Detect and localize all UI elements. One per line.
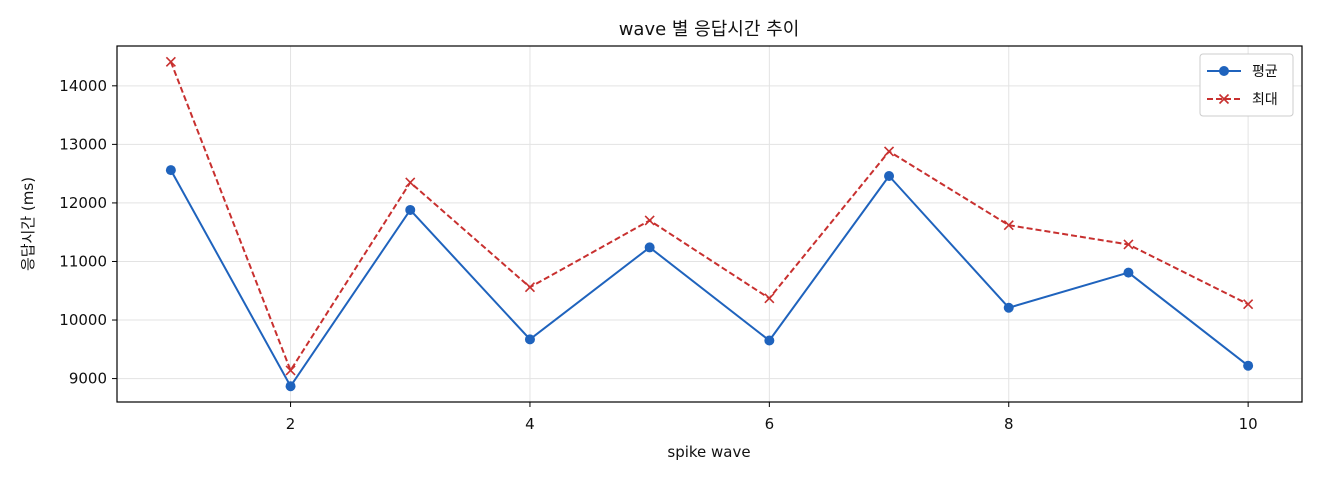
data-point-2: [644, 215, 655, 226]
data-point-2: [1003, 220, 1014, 231]
y-axis: 9000 10000 11000 12000 13000 14000: [59, 77, 117, 388]
data-point-1: [524, 334, 535, 345]
x-marker-stroke: [165, 56, 176, 67]
y-tick-label: 9000: [69, 370, 107, 388]
x-marker-stroke: [524, 282, 536, 293]
data-point-1: [764, 335, 775, 346]
data-point-2: [285, 365, 296, 376]
x-marker-stroke: [285, 365, 296, 376]
data-point-1: [1123, 267, 1134, 278]
y-tick-label: 10000: [59, 311, 107, 329]
legend-box: [1199, 53, 1294, 117]
x-marker-stroke: [764, 293, 775, 304]
x-marker-stroke: [644, 215, 655, 226]
chart-title: wave 별 응답시간 추이: [619, 19, 800, 40]
data-point-1: [644, 242, 655, 253]
y-axis-label: 응답시간 (ms): [19, 177, 37, 271]
data-point-1: [285, 381, 296, 392]
x-tick-label: 2: [286, 415, 296, 433]
data-point-2: [764, 293, 775, 304]
data-point-2: [1123, 239, 1134, 250]
plot-frame: [116, 45, 1303, 403]
x-tick-label: 8: [1004, 415, 1014, 433]
series-layer: [165, 56, 1254, 392]
series-line-2: [169, 61, 1249, 372]
data-point-2: [883, 146, 895, 157]
x-tick-label: 4: [525, 415, 535, 433]
y-tick-label: 14000: [59, 77, 107, 95]
legend: 평균 최대: [1199, 53, 1294, 117]
x-marker-stroke: [1003, 220, 1014, 231]
data-point-1: [884, 170, 895, 181]
y-tick-label: 12000: [59, 194, 107, 212]
data-point-1: [1003, 302, 1014, 313]
data-point-2: [524, 282, 536, 293]
legend-marker-max: [1218, 93, 1230, 105]
data-point-1: [405, 204, 416, 215]
x-axis-label: spike wave: [667, 443, 750, 461]
data-point-2: [1243, 299, 1254, 310]
x-axis: 2 4 6 8 10: [286, 402, 1258, 433]
data-point-2: [165, 56, 176, 67]
legend-label-max: 최대: [1252, 92, 1278, 108]
x-marker-stroke: [405, 177, 416, 188]
data-point-1: [1243, 360, 1254, 371]
data-point-2: [405, 177, 416, 188]
legend-marker-avg: [1219, 66, 1229, 76]
x-marker-stroke: [1123, 239, 1134, 250]
data-point-1: [165, 165, 176, 176]
y-tick-label: 13000: [59, 135, 107, 153]
y-tick-label: 11000: [59, 252, 107, 270]
x-marker-stroke: [883, 146, 895, 157]
legend-label-avg: 평균: [1252, 64, 1278, 80]
series-line-1: [169, 169, 1249, 388]
x-tick-label: 10: [1239, 415, 1258, 433]
x-marker-stroke: [1243, 299, 1254, 310]
grid-lines: [117, 46, 1302, 402]
x-tick-label: 6: [765, 415, 775, 433]
